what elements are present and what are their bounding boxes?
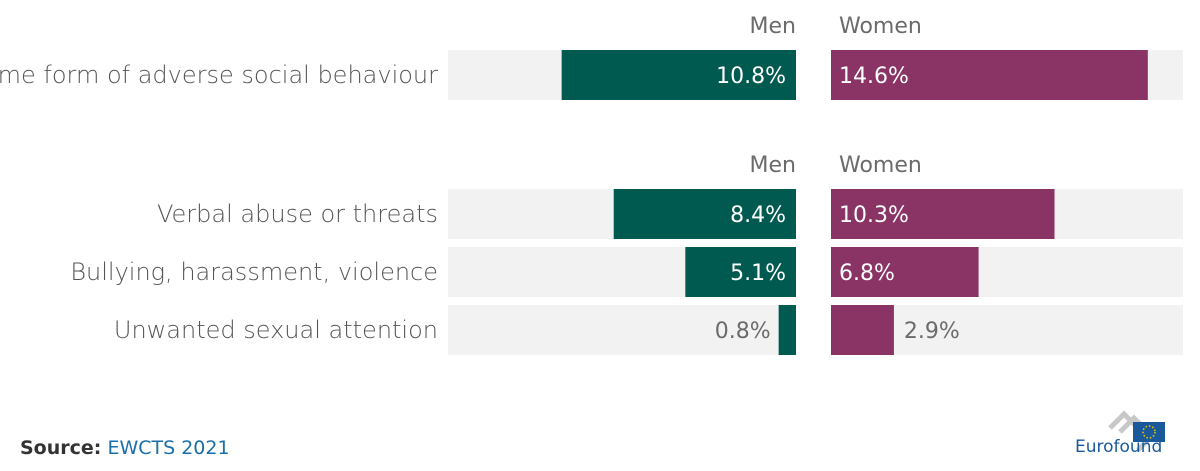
bar-women <box>831 189 1055 239</box>
bar-women <box>831 50 1148 100</box>
category-label: Bullying, harassment, violence <box>70 258 438 286</box>
value-label-men: 5.1% <box>730 261 786 286</box>
value-label-men: 10.8% <box>716 64 786 89</box>
bar-men <box>613 189 796 239</box>
value-label-women: 10.3% <box>839 203 909 228</box>
category-label: Unwanted sexual attention <box>114 316 438 344</box>
category-label: Some form of adverse social behaviour <box>0 61 438 89</box>
source-note: Source: EWCTS 2021 <box>20 437 230 459</box>
header-women: Women <box>839 153 922 178</box>
eurofound-logo-icon <box>1108 410 1165 452</box>
center-gap <box>796 247 831 297</box>
source-link[interactable]: EWCTS 2021 <box>107 437 230 459</box>
bar-women <box>831 305 894 355</box>
bar-women <box>831 247 979 297</box>
source-prefix: Source: <box>20 437 102 459</box>
header-men: Men <box>750 153 796 178</box>
bar-men <box>685 247 796 297</box>
header-women: Women <box>839 14 922 39</box>
category-label: Verbal abuse or threats <box>157 200 438 228</box>
value-label-women: 14.6% <box>839 64 909 89</box>
bar-men <box>778 305 796 355</box>
center-gap <box>796 305 831 355</box>
value-label-men: 8.4% <box>730 203 786 228</box>
diverging-bar-chart: Men Women Some form of adverse social beha… <box>0 14 1183 355</box>
header-men: Men <box>750 14 796 39</box>
value-label-women: 6.8% <box>839 261 895 286</box>
center-gap <box>796 50 831 100</box>
value-label-men: 0.8% <box>715 319 771 344</box>
center-gap <box>796 189 831 239</box>
brand-name: Eurofound <box>1075 437 1163 457</box>
value-label-women: 2.9% <box>904 319 960 344</box>
bar-men <box>561 50 796 100</box>
